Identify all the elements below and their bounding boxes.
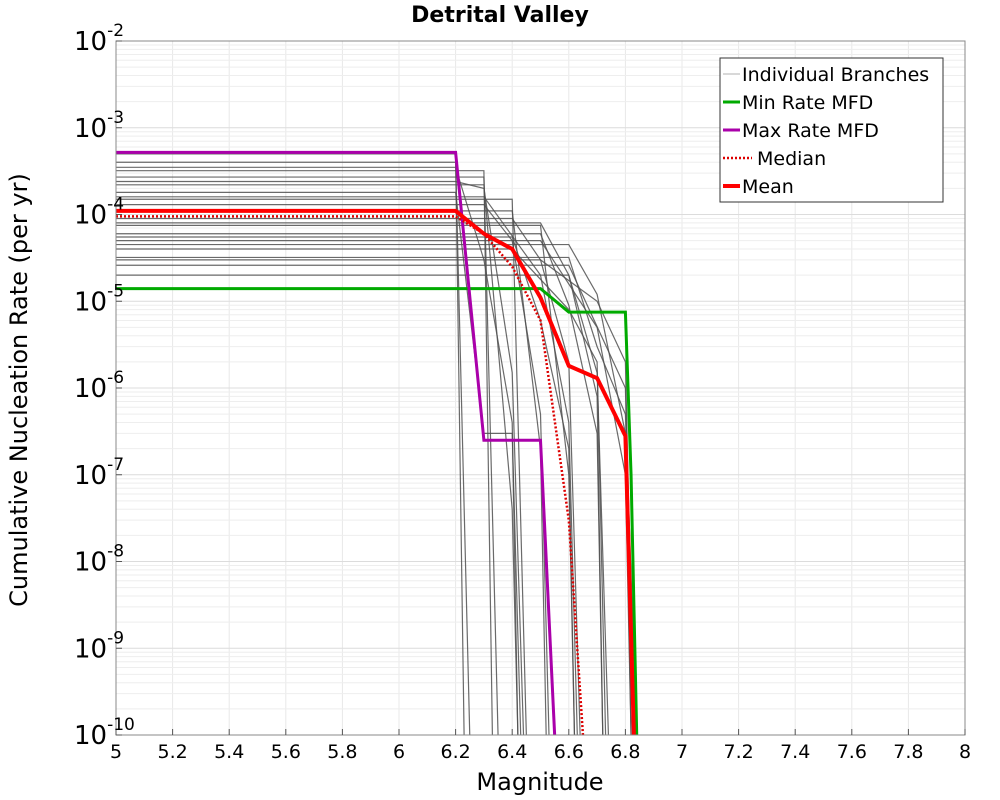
series-line-mean (116, 208, 636, 736)
branch-line (116, 233, 604, 736)
series-line-median (116, 215, 585, 736)
chart-title: Detrital Valley (411, 3, 589, 28)
x-tick-label: 7.2 (723, 741, 753, 763)
x-tick-label: 7.6 (837, 741, 867, 763)
x-tick-label: 7.4 (780, 741, 810, 763)
legend-box (719, 57, 944, 203)
legend-label: Individual Branches (742, 64, 929, 86)
x-tick-label: 7.8 (893, 741, 923, 763)
branch-line (116, 256, 638, 736)
branch-line (116, 204, 550, 736)
y-tick-label: 10-2 (74, 21, 124, 57)
branch-line (116, 196, 578, 736)
y-tick-label: 10-9 (74, 628, 124, 664)
y-axis-label: Cumulative Nucleation Rate (per yr) (5, 173, 33, 607)
x-tick-label: 5 (110, 741, 122, 763)
branch-line (116, 184, 519, 736)
x-tick-label: 5.4 (214, 741, 244, 763)
y-tick-label: 10-6 (74, 368, 124, 404)
x-tick-label: 6.4 (497, 741, 527, 763)
branch-line (116, 248, 607, 736)
legend-label: Median (757, 148, 826, 170)
legend-label: Max Rate MFD (742, 120, 879, 142)
y-tick-label: 10-10 (74, 715, 135, 751)
y-tick-label: 10-5 (74, 281, 124, 317)
x-axis-label: Magnitude (476, 768, 603, 796)
x-tick-label: 8 (959, 741, 971, 763)
x-tick-label: 6 (393, 741, 405, 763)
branch-line (116, 176, 499, 736)
x-tick-label: 6.8 (610, 741, 640, 763)
y-tick-label: 10-3 (74, 108, 124, 144)
x-tick-label: 5.2 (157, 741, 187, 763)
series-line-max-rate-mfd (116, 150, 557, 736)
x-tick-label: 6.6 (554, 741, 584, 763)
series-line-min-rate-mfd (116, 287, 639, 736)
x-tick-label: 5.6 (271, 741, 301, 763)
legend: Individual Branches Min Rate MFD Max Rate … (719, 57, 944, 203)
y-tick-label: 10-7 (74, 455, 124, 491)
y-tick-label: 10-8 (74, 542, 124, 578)
x-tick-label: 5.8 (327, 741, 357, 763)
x-axis-ticks: 5 5.2 5.4 5.6 5.8 6 6.2 6.4 6.6 6.8 7 7.2 7.4 7.6 7.8 8 (110, 729, 971, 763)
branch-line (116, 198, 527, 736)
branch-line (116, 180, 525, 736)
branch-line (116, 224, 576, 736)
branch-line (116, 274, 604, 736)
summary-series (116, 150, 639, 736)
x-tick-label: 6.2 (440, 741, 470, 763)
legend-label: Min Rate MFD (742, 92, 873, 114)
y-tick-label: 10-4 (74, 195, 124, 231)
x-tick-label: 7 (676, 741, 688, 763)
branch-line (116, 170, 493, 736)
branch-line (116, 217, 581, 736)
y-axis-ticks: 10-10 10-9 10-8 10-7 10-6 10-5 10-4 10-3 10-2 (74, 21, 135, 751)
legend-label: Mean (742, 176, 794, 198)
branch-line (116, 236, 576, 736)
branch-line (116, 222, 610, 736)
